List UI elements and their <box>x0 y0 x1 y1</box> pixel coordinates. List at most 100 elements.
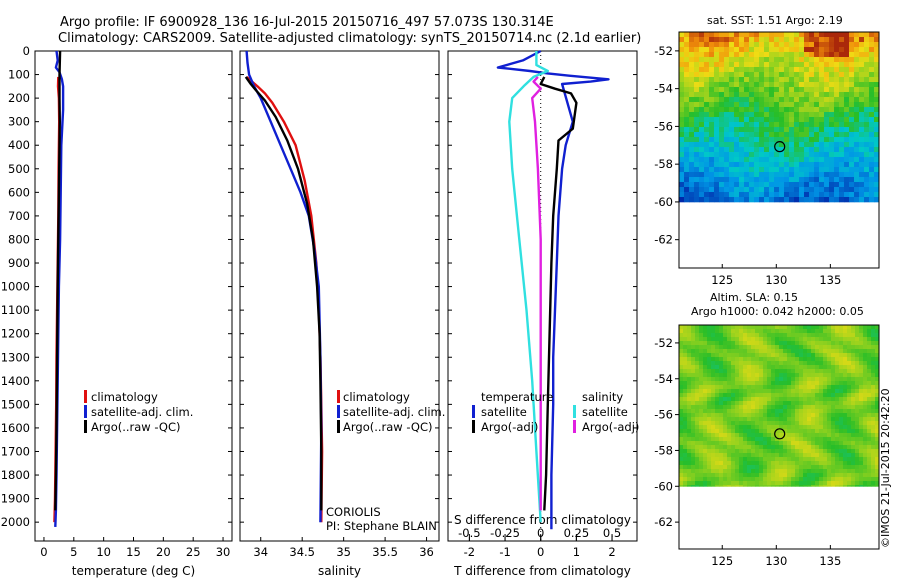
map-cell <box>769 102 775 108</box>
map-cell <box>824 57 830 63</box>
map-cell <box>791 469 796 474</box>
map-cell <box>771 473 776 478</box>
map-cell <box>679 92 685 98</box>
map-cell <box>711 461 716 466</box>
map-cell <box>859 393 864 398</box>
map-cell <box>739 122 745 128</box>
map-x-tick-label: 130 <box>765 273 787 287</box>
map-cell <box>809 132 815 138</box>
map-cell <box>729 92 735 98</box>
map-cell <box>791 385 796 390</box>
map-cell <box>699 393 704 398</box>
map-cell <box>735 481 740 486</box>
map-cell <box>867 349 872 354</box>
map-cell <box>771 341 776 346</box>
map-cell <box>734 192 740 198</box>
map-cell <box>824 67 830 73</box>
map-cell <box>807 441 812 446</box>
map-cell <box>679 397 684 402</box>
map-cell <box>791 485 796 487</box>
map-cell <box>704 197 710 203</box>
map-cell <box>847 369 852 374</box>
map-cell <box>759 177 765 183</box>
map-cell <box>729 142 735 148</box>
map-cell <box>714 97 720 103</box>
map-cell <box>803 389 808 394</box>
map-cell <box>784 192 790 198</box>
y-tick-label: 1100 <box>1 303 30 317</box>
map-cell <box>811 389 816 394</box>
map-cell <box>829 102 835 108</box>
map-cell <box>779 325 784 330</box>
map-cell <box>824 107 830 113</box>
map-cell <box>683 381 688 386</box>
map-cell <box>731 369 736 374</box>
map-cell <box>799 457 804 462</box>
map-cell <box>835 337 840 342</box>
map-cell <box>751 429 756 434</box>
map-cell <box>759 401 764 406</box>
map-cell <box>864 32 870 38</box>
map-cell <box>684 107 690 113</box>
map-cell <box>875 469 880 474</box>
map-cell <box>763 429 768 434</box>
map-cell <box>803 397 808 402</box>
map-cell <box>679 32 685 38</box>
map-cell <box>683 445 688 450</box>
map-cell <box>823 393 828 398</box>
map-cell <box>724 97 730 103</box>
map-cell <box>774 112 780 118</box>
map-cell <box>687 429 692 434</box>
map-cell <box>864 92 870 98</box>
map-cell <box>815 393 820 398</box>
y-tick-label: 300 <box>8 115 30 129</box>
map-cell <box>707 369 712 374</box>
credit-text: ©IMOS 21-Jul-2015 20:42:20 <box>879 388 892 548</box>
map-cell <box>855 401 860 406</box>
map-cell <box>823 353 828 358</box>
map-cell <box>847 333 852 338</box>
map-cell <box>827 465 832 470</box>
map-cell <box>827 365 832 370</box>
map-cell <box>715 401 720 406</box>
map-cell <box>689 112 695 118</box>
map-cell <box>724 192 730 198</box>
map-cell <box>719 157 725 163</box>
map-cell <box>869 97 875 103</box>
map-cell <box>859 132 865 138</box>
map-cell <box>687 437 692 442</box>
map-cell <box>784 102 790 108</box>
map-cell <box>839 441 844 446</box>
map-cell <box>779 353 784 358</box>
map-cell <box>849 77 855 83</box>
map-cell <box>704 37 710 43</box>
map-cell <box>834 57 840 63</box>
map-cell <box>691 413 696 418</box>
map-cell <box>859 457 864 462</box>
map-cell <box>855 341 860 346</box>
map-cell <box>699 177 705 183</box>
map-cell <box>783 369 788 374</box>
map-cell <box>775 333 780 338</box>
map-cell <box>803 417 808 422</box>
map-cell <box>795 481 800 486</box>
map-cell <box>739 152 745 158</box>
map-cell <box>807 373 812 378</box>
map-cell <box>707 445 712 450</box>
map-cell <box>747 373 752 378</box>
map-cell <box>703 385 708 390</box>
map-cell <box>784 187 790 193</box>
map-cell <box>755 433 760 438</box>
map-cell <box>719 117 725 123</box>
map-cell <box>847 413 852 418</box>
map-cell <box>874 127 880 133</box>
map-cell <box>724 62 730 68</box>
map-cell <box>755 421 760 426</box>
map-cell <box>871 361 876 366</box>
map-cell <box>864 172 870 178</box>
map-cell <box>789 187 795 193</box>
map-cell <box>819 97 825 103</box>
map-cell <box>703 417 708 422</box>
map-cell <box>784 137 790 143</box>
map-cell <box>779 132 785 138</box>
